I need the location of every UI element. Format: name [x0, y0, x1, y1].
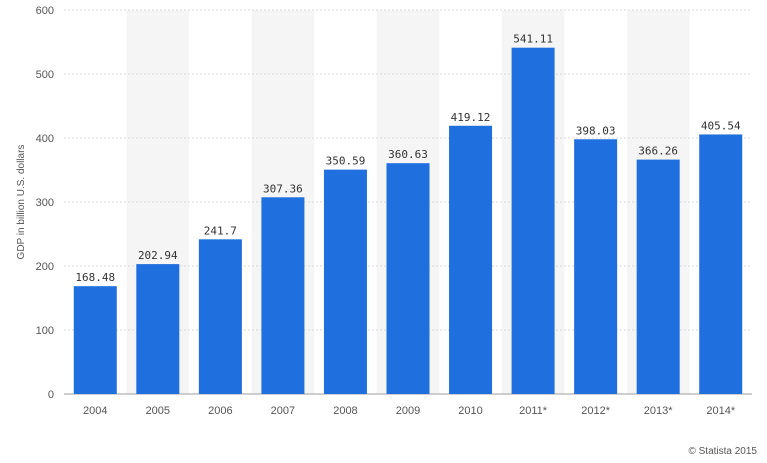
x-tick-label: 2013* [644, 405, 673, 417]
x-tick-label: 2007 [271, 405, 295, 417]
x-tick-label: 2014* [706, 405, 735, 417]
y-tick-label: 400 [36, 133, 54, 145]
y-axis-title: GDP in billion U.S. dollars [16, 145, 27, 260]
bar [449, 125, 493, 395]
data-label: 307.36 [263, 182, 303, 195]
x-tick-label: 2006 [208, 405, 232, 417]
bar [574, 139, 618, 394]
data-label: 405.54 [701, 119, 741, 132]
x-tick-label: 2011* [519, 405, 548, 417]
data-label: 360.63 [388, 148, 428, 161]
y-tick-label: 0 [48, 389, 54, 401]
x-tick-label: 2005 [146, 405, 170, 417]
source-credit: © Statista 2015 [688, 446, 757, 457]
data-label: 419.12 [451, 111, 491, 124]
data-label: 241.7 [204, 224, 237, 237]
x-tick-label: 2008 [333, 405, 357, 417]
x-tick-label: 2010 [458, 405, 482, 417]
x-tick-label: 2004 [83, 405, 107, 417]
bar [636, 159, 680, 394]
bar [73, 286, 117, 394]
x-axis-ticks: 2004 2005 2006 2007 2008 2009 2010 2011* 2012* 20… [83, 405, 736, 417]
bar [136, 264, 180, 394]
bar [323, 169, 367, 394]
y-tick-label: 300 [36, 197, 54, 209]
y-tick-label: 600 [36, 5, 54, 17]
data-label: 398.03 [576, 124, 616, 137]
data-label: 350.59 [326, 155, 366, 168]
data-label: 168.48 [75, 271, 115, 284]
bar [198, 239, 242, 394]
y-axis-ticks: 0 100 200 300 400 500 600 [36, 5, 54, 401]
y-tick-label: 200 [36, 261, 54, 273]
data-label: 366.26 [638, 145, 678, 158]
y-tick-label: 100 [36, 325, 54, 337]
data-label: 541.11 [513, 33, 553, 46]
data-label: 202.94 [138, 249, 178, 262]
value-labels: 168.48 202.94 241.7 307.36 350.59 360.63 419.1… [75, 33, 741, 284]
bars [73, 47, 743, 395]
x-tick-label: 2009 [396, 405, 420, 417]
bar [511, 47, 555, 394]
bar [699, 134, 743, 394]
bar [261, 197, 305, 394]
bar [386, 163, 430, 394]
x-tick-label: 2012* [581, 405, 610, 417]
y-tick-label: 500 [36, 69, 54, 81]
